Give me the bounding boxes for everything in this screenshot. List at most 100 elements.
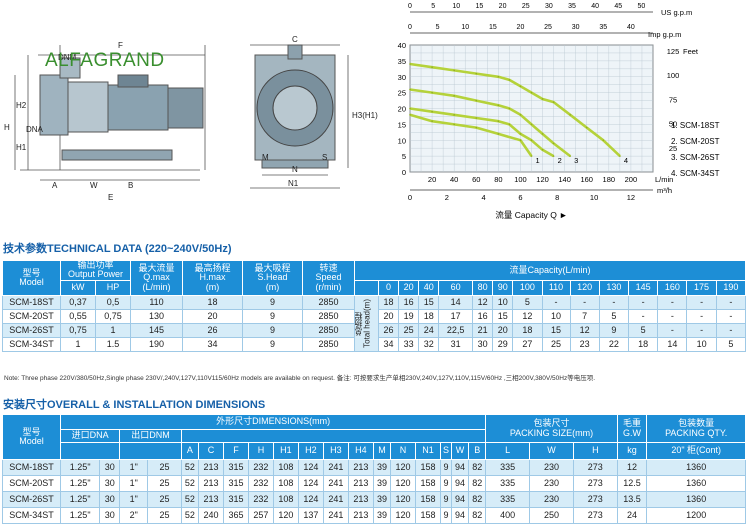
tech-cap-col: 190 <box>715 279 747 296</box>
lmin-tick: 120 <box>536 175 549 184</box>
us-tick: 10 <box>452 3 460 10</box>
dims-cell: 120 <box>390 491 417 508</box>
dims-cell: 315 <box>222 491 249 508</box>
data-point <box>453 95 455 97</box>
dims-h-gw: 毛重 G.W <box>616 414 648 443</box>
dims-pack-cell: 273 <box>572 459 618 476</box>
dims-cell: 315 <box>222 459 249 476</box>
tech-head-cell: 27 <box>512 336 543 352</box>
dims-qty: 1360 <box>646 491 746 508</box>
tech-total-head-label: 总扬程 Total head(m) <box>354 294 379 352</box>
imp-tick: 15 <box>489 24 497 31</box>
dims-qty: 1200 <box>646 507 746 524</box>
dims-cell: 52 <box>180 459 199 476</box>
dims-model: SCM-18ST <box>2 459 61 476</box>
dims-cell: 39 <box>372 475 392 492</box>
series-line-4 <box>409 62 621 158</box>
tech-hp: 1.5 <box>95 336 131 352</box>
data-point <box>475 72 478 75</box>
dims-dna-inch: 1.25" <box>59 491 101 508</box>
dims-cell: 257 <box>247 507 274 524</box>
data-point <box>497 104 500 107</box>
tech-h-hp: HP <box>95 279 131 296</box>
dims-cell: 240 <box>197 507 224 524</box>
tech-head-cell: 5 <box>715 336 747 352</box>
head-tick: 40 <box>398 41 406 50</box>
tech-shead: 9 <box>242 308 303 324</box>
data-point <box>530 155 533 157</box>
dims-col-N1: N1 <box>415 442 442 460</box>
dims-qty-unit: 20" 柜(Cont) <box>646 442 746 460</box>
tech-head-cell: 31 <box>438 336 474 352</box>
tech-head-cell: 15 <box>541 322 571 338</box>
dims-pack-cell: 273 <box>572 475 618 492</box>
dims-cell: 108 <box>272 491 299 508</box>
tech-head-cell: - <box>657 294 688 310</box>
us-tick: 40 <box>591 3 599 10</box>
dim-label-N: N <box>292 165 298 174</box>
dims-cell: 82 <box>468 475 487 492</box>
dims-dnm-inch: 2" <box>119 507 149 524</box>
dims-cell: 213 <box>347 491 374 508</box>
tech-cap-col: 60 <box>438 279 474 296</box>
dims-model: SCM-26ST <box>2 491 61 508</box>
tech-head-cell: 5 <box>598 308 629 324</box>
dims-cell: 232 <box>247 475 274 492</box>
dims-cell: 9 <box>440 491 452 508</box>
data-point <box>541 133 544 135</box>
curve-number: 2 <box>558 156 562 165</box>
m3h-label: m³/h <box>657 186 672 195</box>
dims-cell: 232 <box>247 459 274 476</box>
curve-number: 3 <box>574 156 578 165</box>
head-tick: 15 <box>398 120 406 129</box>
tech-head-cell: 15 <box>418 294 440 310</box>
data-point <box>569 114 571 116</box>
lmin-tick: 20 <box>428 175 436 184</box>
dims-cell: 94 <box>450 491 470 508</box>
dims-gw: 12 <box>616 459 648 476</box>
imp-tick: 20 <box>517 24 525 31</box>
tech-head-cell: 5 <box>627 322 659 338</box>
dims-col-H3: H3 <box>322 442 349 460</box>
us-tick: 50 <box>638 3 646 10</box>
data-point <box>519 114 522 116</box>
tech-speed: 2850 <box>302 336 355 352</box>
table-row: SCM-34ST 1.25" 30 2" 25 52 240 365 257 120 137 241 2… <box>2 507 746 524</box>
dims-title: 安装尺寸OVERALL & INSTALLATION DIMENSIONS <box>3 399 266 411</box>
tech-head-cell: 12 <box>472 294 494 310</box>
tech-h-model: 型号 Model <box>2 260 61 296</box>
lmin-tick: 200 <box>625 175 638 184</box>
tech-head-cell: 33 <box>398 336 420 352</box>
dims-col-A: A <box>180 442 199 460</box>
dims-col-C: C <box>197 442 224 460</box>
dims-col-B: B <box>468 442 487 460</box>
dims-cell: 124 <box>297 459 324 476</box>
dims-cell: 124 <box>297 491 324 508</box>
dims-pack-cell: 230 <box>529 475 574 492</box>
dim-label-C: C <box>292 35 298 44</box>
m3h-tick: 0 <box>408 193 412 202</box>
tech-head-cell: 30 <box>472 336 494 352</box>
dims-dna-inch: 1.25" <box>59 475 101 492</box>
dims-dnm-mm: 25 <box>147 507 182 524</box>
table-row: SCM-18ST 1.25" 30 1" 25 52 213 315 232 108 124 241 2… <box>2 459 746 476</box>
data-point <box>552 101 555 103</box>
x-axis-label: 流量 Capacity Q ► <box>495 210 567 220</box>
dims-cell: 213 <box>347 459 374 476</box>
dims-h-qty: 包装数量 PACKING QTY. <box>646 414 746 443</box>
table-row: SCM-26ST 1.25" 30 1" 25 52 213 315 232 108 124 241 2… <box>2 491 746 508</box>
lmin-tick: 40 <box>450 175 458 184</box>
us-tick: 30 <box>545 3 553 10</box>
tech-cap-col: 0 <box>377 279 400 296</box>
tech-head-cell: 20 <box>492 322 514 338</box>
tech-head-cell: - <box>686 294 717 310</box>
data-point <box>409 114 411 116</box>
tech-head-cell: - <box>686 308 717 324</box>
tech-model: SCM-18ST <box>2 294 61 310</box>
tech-h-qmax: 最大流量 Q.max (L/min) <box>130 260 183 296</box>
m3h-tick: 2 <box>445 193 449 202</box>
tech-head-cell: 20 <box>377 308 400 324</box>
dims-cell: 120 <box>272 507 299 524</box>
dims-qty: 1360 <box>646 475 746 492</box>
